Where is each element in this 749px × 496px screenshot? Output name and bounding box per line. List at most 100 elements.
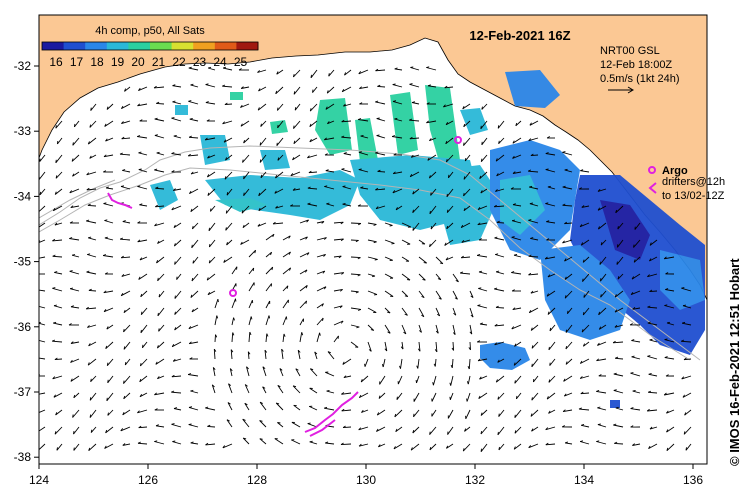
- current-vector: [53, 205, 63, 212]
- current-vector: [207, 188, 216, 196]
- current-vector: [103, 307, 114, 313]
- current-vector-head: [87, 203, 91, 206]
- current-vector: [299, 252, 310, 258]
- current-vector: [545, 256, 556, 260]
- current-vector: [106, 392, 114, 402]
- current-vector: [435, 290, 442, 300]
- current-vector-head: [55, 175, 58, 179]
- current-vector: [309, 137, 318, 143]
- current-vector: [228, 383, 233, 394]
- current-vector: [105, 341, 114, 350]
- current-vector: [240, 120, 250, 127]
- current-vector: [494, 324, 505, 327]
- current-vector-head: [176, 276, 178, 280]
- current-vector: [401, 256, 410, 262]
- current-vector-head: [309, 108, 312, 112]
- current-vector: [53, 322, 63, 326]
- current-vector-head: [563, 393, 567, 397]
- current-vector-head: [647, 305, 651, 308]
- current-vector-head: [190, 171, 194, 175]
- current-vector-head: [496, 220, 500, 223]
- current-vector-head: [632, 443, 635, 446]
- current-vector-head: [173, 224, 176, 228]
- current-vector: [277, 154, 284, 161]
- current-vector: [613, 373, 624, 377]
- current-vector: [89, 409, 97, 418]
- current-vector-head: [191, 277, 194, 282]
- current-vector: [274, 188, 284, 194]
- current-vector: [435, 256, 444, 265]
- current-vector: [205, 102, 216, 105]
- current-vector-head: [87, 141, 90, 145]
- current-vector: [613, 341, 624, 344]
- current-vector: [513, 254, 522, 258]
- current-vector-head: [649, 258, 652, 262]
- current-vector-head: [498, 413, 500, 417]
- colorbar-swatch: [236, 42, 259, 50]
- current-vector-head: [270, 252, 273, 256]
- current-vector-head: [224, 102, 228, 105]
- current-vector-head: [630, 407, 634, 410]
- current-vector-head: [429, 243, 431, 247]
- current-vector: [664, 392, 675, 396]
- current-vector-head: [121, 273, 125, 277]
- current-vector-head: [530, 153, 534, 156]
- current-vector-head: [579, 376, 583, 379]
- current-vector-head: [154, 440, 158, 442]
- current-vector-head: [375, 187, 379, 191]
- current-vector-head: [338, 255, 342, 259]
- current-vector-head: [154, 134, 158, 136]
- current-vector: [214, 334, 216, 343]
- current-vector-head: [404, 313, 408, 316]
- current-vector: [259, 438, 267, 445]
- current-vector-head: [633, 244, 635, 248]
- current-vector-head: [358, 71, 362, 75]
- current-vector-head: [444, 85, 448, 89]
- current-vector-head: [72, 414, 74, 418]
- current-vector: [513, 443, 522, 450]
- current-vector-head: [418, 330, 422, 333]
- current-vector-head: [321, 221, 325, 224]
- current-vector-head: [477, 304, 481, 307]
- current-vector-head: [340, 221, 344, 225]
- current-vector: [282, 235, 291, 241]
- current-vector: [223, 256, 233, 263]
- current-vector: [54, 426, 63, 435]
- current-vector-head: [600, 294, 602, 298]
- current-vector-head: [205, 101, 209, 104]
- current-vector-head: [682, 304, 687, 307]
- current-vector-head: [446, 225, 449, 229]
- colorbar-swatch: [63, 42, 86, 50]
- current-vector: [418, 290, 425, 298]
- current-vector: [481, 103, 488, 110]
- current-vector: [341, 86, 352, 93]
- current-vector-head: [480, 125, 482, 129]
- colorbar-swatch: [193, 42, 216, 50]
- current-vector: [375, 205, 386, 210]
- current-vector: [479, 171, 488, 180]
- current-vector-head: [344, 72, 347, 76]
- current-vector: [226, 239, 233, 246]
- current-vector-head: [103, 154, 107, 158]
- current-vector-head: [497, 431, 499, 435]
- current-vector-head: [154, 223, 157, 227]
- current-vector: [171, 375, 182, 378]
- current-vector-head: [222, 445, 226, 449]
- current-vector: [358, 426, 369, 431]
- current-vector-head: [342, 361, 345, 365]
- current-vector-head: [88, 447, 91, 451]
- current-vector: [495, 271, 505, 275]
- current-vector-head: [481, 106, 483, 110]
- current-vector-head: [514, 414, 516, 418]
- current-vector: [531, 392, 539, 401]
- current-vector-head: [372, 275, 376, 278]
- current-vector-head: [647, 355, 651, 357]
- current-vector-head: [260, 123, 262, 127]
- current-vector: [333, 238, 344, 241]
- current-vector: [384, 307, 391, 314]
- current-vector: [464, 426, 471, 432]
- current-vector-head: [312, 89, 314, 93]
- current-vector: [55, 409, 63, 416]
- current-vector-head: [477, 222, 481, 226]
- current-vector: [496, 221, 505, 224]
